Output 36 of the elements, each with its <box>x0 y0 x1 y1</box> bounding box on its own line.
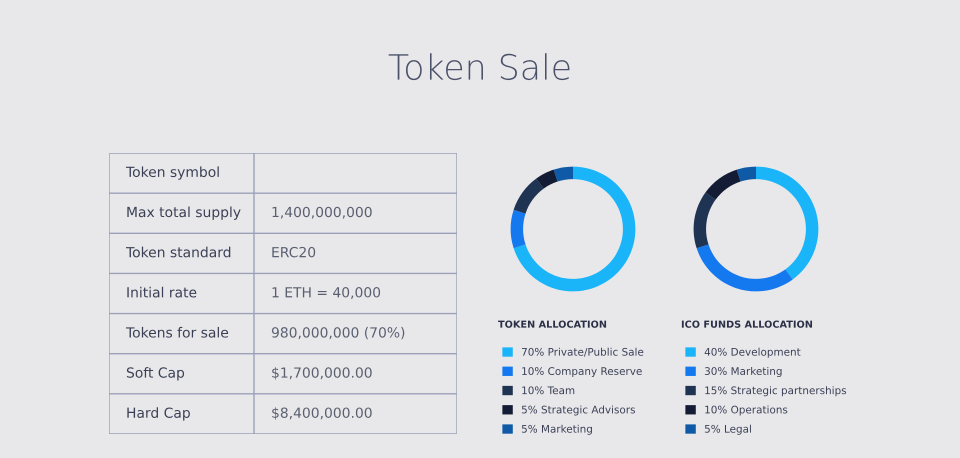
donut-slice <box>736 166 756 182</box>
legend-label: 15% Strategic partnerships <box>705 386 846 396</box>
text: Token Sale <box>388 53 570 80</box>
donut-slice <box>706 170 741 200</box>
text: ERC20 <box>272 246 316 258</box>
category-label: Tokens for sale <box>126 326 228 338</box>
category-label: Max total supply <box>127 206 241 220</box>
donut-slice <box>554 166 573 182</box>
donut-slice <box>696 244 793 292</box>
donut-slice <box>756 166 818 280</box>
donut-slice <box>536 170 558 189</box>
category-label: Initial rate <box>127 286 196 298</box>
text: ICO FUNDS ALLOCATION <box>682 320 812 328</box>
donut-slice <box>510 210 526 248</box>
category-label: Hard Cap <box>127 407 190 421</box>
category-label: Token standard <box>126 246 230 258</box>
donut-slice <box>694 192 716 248</box>
legend-label: 10% Company Reserve <box>522 367 642 378</box>
legend-label: 70% Private/Public Sale <box>522 348 644 357</box>
category-label: Token symbol <box>126 166 219 180</box>
legend-label: 40% Development <box>704 348 800 358</box>
text: TOKEN ALLOCATION <box>498 320 606 328</box>
text: $1,700,000.00 <box>272 367 372 380</box>
legend-label: 10% Operations <box>705 405 788 416</box>
legend-label: 10% Team <box>522 386 574 394</box>
category-label: Soft Cap <box>126 367 184 381</box>
text: 1,400,000,000 <box>272 206 372 219</box>
donut-slice <box>514 166 636 292</box>
text: 980,000,000 (70%) <box>272 326 404 340</box>
legend-label: 5% Marketing <box>522 424 592 435</box>
text: $8,400,000.00 <box>272 407 372 420</box>
text: 1 ETH = 40,000 <box>272 287 380 299</box>
legend-label: 5% Strategic Advisors <box>522 405 635 416</box>
legend-label: 30% Marketing <box>704 366 782 378</box>
legend-label: 5% Legal <box>704 424 751 435</box>
donut-slice <box>514 178 544 214</box>
